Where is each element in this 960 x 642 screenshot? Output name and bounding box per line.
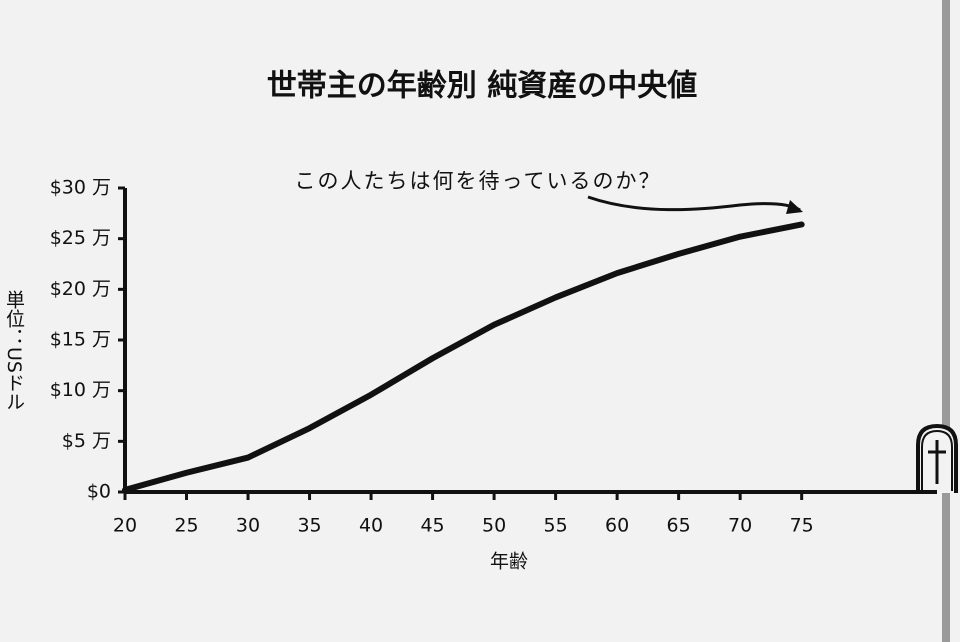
annotation-arrow xyxy=(587,195,801,212)
x-tick-label: 75 xyxy=(790,515,814,537)
x-tick-label: 55 xyxy=(544,515,568,537)
scrollbar xyxy=(942,0,950,642)
y-axis-label: 単位：USドル xyxy=(3,290,25,411)
y-tick-label: $25 万 xyxy=(50,227,111,249)
chart-title: 世帯主の年齢別 純資産の中央値 xyxy=(267,69,697,104)
y-tick-label: $5 万 xyxy=(62,430,111,452)
y-tick-label: $10 万 xyxy=(50,379,111,401)
x-tick-label: 25 xyxy=(174,515,198,537)
y-tick-label: $0 xyxy=(87,481,111,503)
x-tick-label: 30 xyxy=(236,515,260,537)
y-tick-label: $30 万 xyxy=(50,177,111,199)
y-tick-label: $20 万 xyxy=(50,278,111,300)
x-tick-label: 45 xyxy=(420,515,444,537)
arrow-head xyxy=(786,200,803,214)
tombstone xyxy=(916,423,958,493)
x-axis-label: 年齢 xyxy=(490,551,528,573)
x-tick-label: 35 xyxy=(297,515,321,537)
x-tick-label: 70 xyxy=(728,515,752,537)
data-line xyxy=(122,221,805,493)
x-tick-label: 65 xyxy=(667,515,691,537)
y-tick-label: $15 万 xyxy=(50,329,111,351)
x-tick-label: 60 xyxy=(605,515,629,537)
annotation: この人たちは何を待っているのか？ xyxy=(295,169,662,193)
x-tick-label: 20 xyxy=(113,515,137,537)
x-tick-label: 40 xyxy=(359,515,383,537)
x-tick-label: 50 xyxy=(482,515,506,537)
